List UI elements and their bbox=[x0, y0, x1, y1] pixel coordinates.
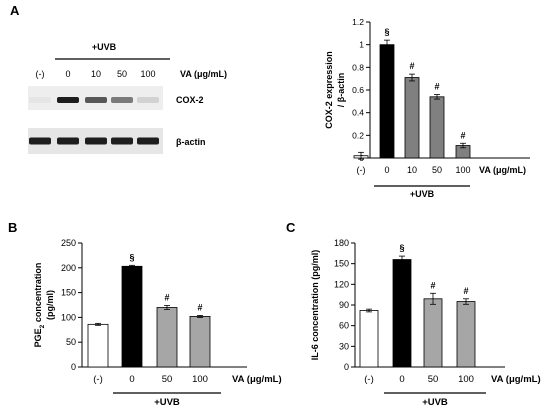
y-tick-label: 50 bbox=[66, 337, 76, 347]
y-tick-label: 120 bbox=[334, 279, 349, 289]
x-tick-label: 100 bbox=[455, 165, 470, 175]
chart-il6-concentration: 0 30 60 90 120 150 180 (-) § 0 #50 #100 VA (μg/mL) +U… bbox=[310, 238, 541, 408]
treatment-group-label: +UVB bbox=[422, 397, 448, 408]
blot-lane-label: (-) bbox=[36, 69, 45, 79]
bar bbox=[423, 298, 443, 368]
y-tick-label: 0 bbox=[71, 362, 76, 372]
panel-label-b: B bbox=[8, 220, 17, 235]
x-tick-label: (-) bbox=[357, 165, 366, 175]
blot-band-label-actin: β-actin bbox=[176, 137, 206, 147]
blot-lane-label: 10 bbox=[91, 69, 101, 79]
blot-band bbox=[29, 97, 51, 103]
blot-lane-label: 100 bbox=[140, 69, 155, 79]
blot-band bbox=[29, 137, 51, 145]
bar bbox=[456, 301, 476, 368]
western-blot: +UVB (-) 0 10 50 100 VA (μg/mL) COX-2 β-… bbox=[28, 42, 227, 154]
panel-label-c: C bbox=[286, 220, 296, 235]
x-tick-label: 100 bbox=[192, 374, 208, 385]
y-tick-label: 0.2 bbox=[352, 130, 364, 140]
treatment-group-label: +UVB bbox=[154, 397, 180, 408]
y-tick-label: 150 bbox=[61, 288, 76, 298]
significance-mark: § bbox=[129, 252, 134, 262]
y-tick-label: 1.2 bbox=[352, 17, 364, 27]
significance-mark: # bbox=[164, 292, 169, 302]
significance-mark: § bbox=[384, 27, 389, 37]
bar bbox=[404, 77, 420, 159]
x-tick-label: 10 bbox=[407, 165, 417, 175]
blot-band bbox=[137, 137, 159, 145]
significance-mark: § bbox=[399, 243, 404, 253]
bar bbox=[429, 96, 445, 159]
significance-mark: # bbox=[460, 130, 465, 140]
y-tick-label: 250 bbox=[61, 238, 76, 248]
bar bbox=[359, 310, 379, 368]
y-tick-label: 30 bbox=[339, 341, 349, 351]
y-axis-title: COX-2 expression / β-actin bbox=[324, 51, 346, 129]
bar bbox=[121, 265, 143, 368]
bar bbox=[392, 259, 412, 368]
blot-band bbox=[85, 97, 107, 103]
y-tick-label: 200 bbox=[61, 263, 76, 273]
significance-mark: # bbox=[434, 82, 439, 92]
y-tick-label: 0 bbox=[344, 362, 349, 372]
significance-mark: # bbox=[463, 286, 468, 296]
x-tick-label: 0 bbox=[384, 165, 389, 175]
y-tick-label: 0.4 bbox=[352, 108, 364, 118]
significance-mark: # bbox=[409, 61, 414, 71]
blot-band bbox=[111, 137, 133, 145]
bar bbox=[87, 323, 109, 368]
blot-band-label-cox2: COX-2 bbox=[176, 95, 204, 105]
y-tick-label: 100 bbox=[61, 312, 76, 322]
x-axis-label: VA (μg/mL) bbox=[491, 374, 541, 385]
significance-mark: # bbox=[197, 302, 202, 312]
y-tick-label: 60 bbox=[339, 321, 349, 331]
y-axis-title: PGE2 concentration (pg/ml) bbox=[33, 263, 55, 348]
x-tick-label: (-) bbox=[93, 374, 103, 385]
y-axis-title: IL-6 concentration (pg/ml) bbox=[310, 250, 320, 361]
x-axis-label: VA (μg/mL) bbox=[479, 165, 526, 175]
significance-mark: # bbox=[430, 280, 435, 290]
x-tick-label: 0 bbox=[129, 374, 134, 385]
bar bbox=[156, 307, 178, 368]
y-tick-label: 0.8 bbox=[352, 62, 364, 72]
x-tick-label: 50 bbox=[162, 374, 173, 385]
y-tick-label: 0.6 bbox=[352, 85, 364, 95]
chart-pge2-concentration: 0 50 100 150 200 250 (-) § 0 #50 #100 VA (μg/mL) +UV… bbox=[33, 238, 282, 408]
bar bbox=[379, 44, 395, 159]
blot-band bbox=[85, 137, 107, 145]
blot-band bbox=[57, 97, 79, 103]
x-tick-label: 100 bbox=[458, 374, 474, 385]
blot-lane-label: 0 bbox=[65, 69, 70, 79]
x-tick-label: 0 bbox=[399, 374, 404, 385]
y-tick-label: 90 bbox=[339, 300, 349, 310]
blot-lane-label: 50 bbox=[117, 69, 127, 79]
panel-label-a: A bbox=[10, 3, 20, 18]
y-tick-label: 150 bbox=[334, 259, 349, 269]
x-tick-label: 50 bbox=[432, 165, 442, 175]
y-tick-label: 1 bbox=[359, 40, 364, 50]
blot-treatment-label: +UVB bbox=[92, 42, 117, 52]
blot-dose-label: VA (μg/mL) bbox=[180, 69, 227, 79]
bar bbox=[189, 316, 211, 368]
blot-band bbox=[137, 97, 159, 103]
x-tick-label: 50 bbox=[428, 374, 439, 385]
x-axis-label: VA (μg/mL) bbox=[232, 374, 282, 385]
x-tick-label: (-) bbox=[364, 374, 374, 385]
blot-band bbox=[111, 97, 133, 103]
y-tick-label: 180 bbox=[334, 238, 349, 248]
treatment-group-label: +UVB bbox=[410, 189, 435, 199]
blot-band bbox=[57, 137, 79, 145]
